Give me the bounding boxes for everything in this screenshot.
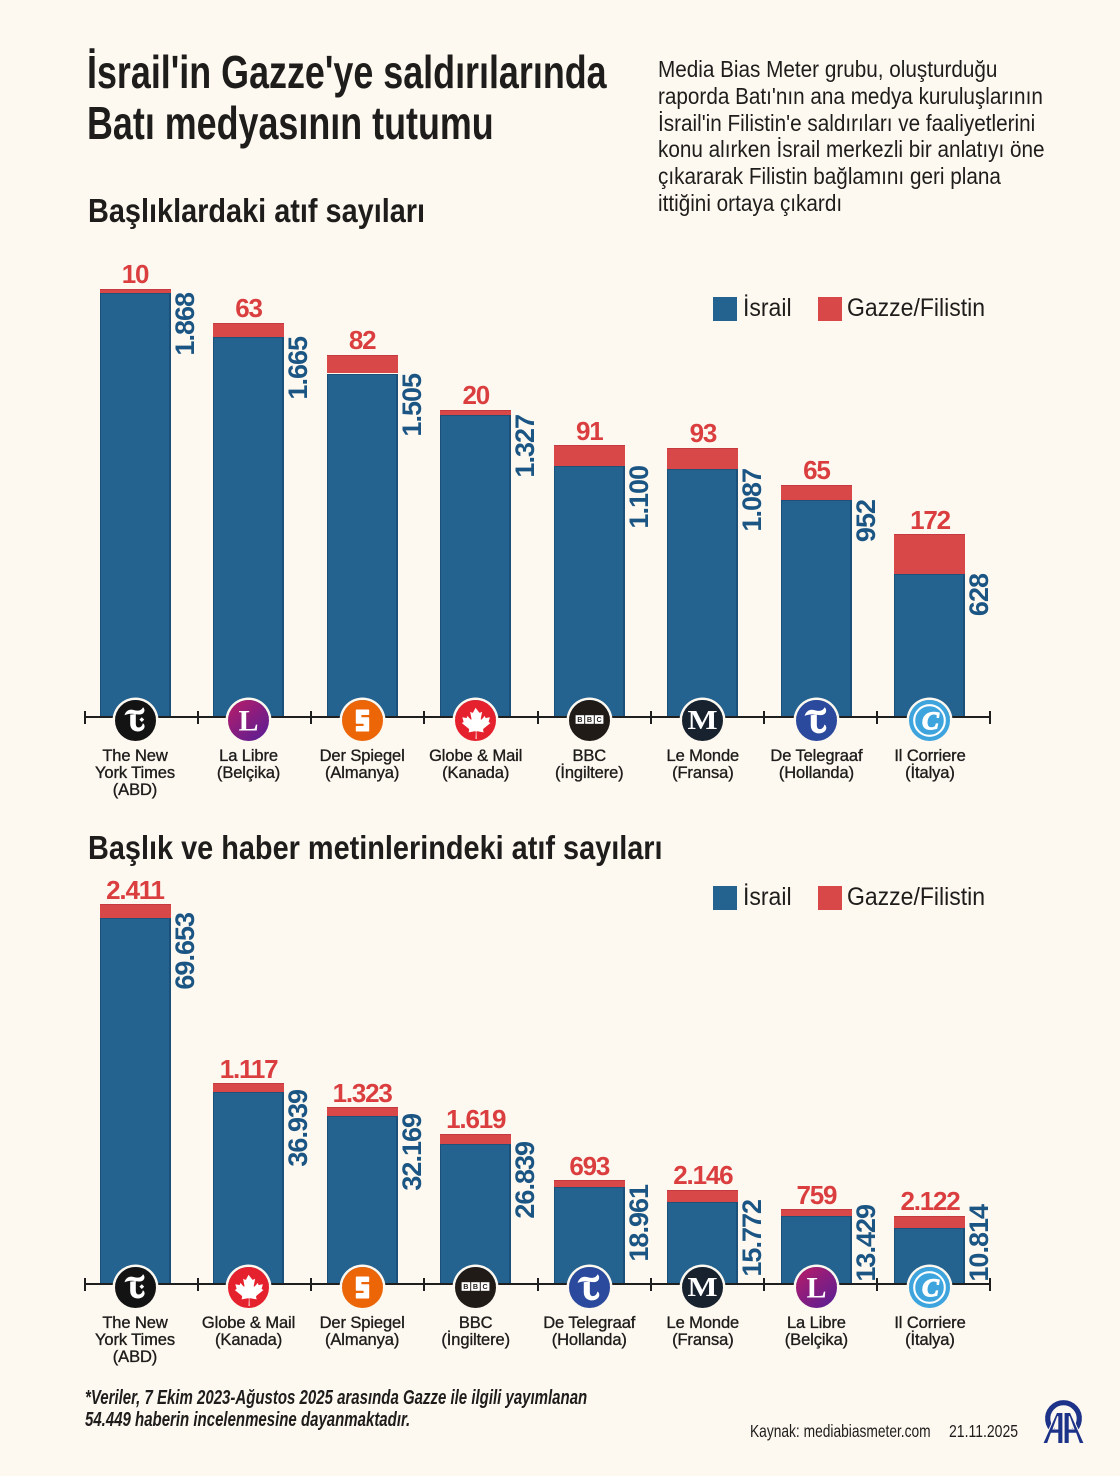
svg-text:B: B — [473, 1282, 478, 1291]
svg-text:C: C — [483, 1282, 488, 1291]
svg-text:L: L — [239, 705, 259, 738]
svg-text:B: B — [587, 715, 592, 724]
svg-text:M: M — [688, 1273, 718, 1302]
svg-text:B: B — [577, 715, 582, 724]
svg-text:C: C — [923, 708, 940, 735]
svg-text:B: B — [464, 1282, 469, 1291]
svg-text:C: C — [596, 715, 601, 724]
svg-text:C: C — [923, 1275, 940, 1302]
svg-text:M: M — [688, 706, 718, 735]
svg-text:L: L — [806, 1272, 826, 1305]
